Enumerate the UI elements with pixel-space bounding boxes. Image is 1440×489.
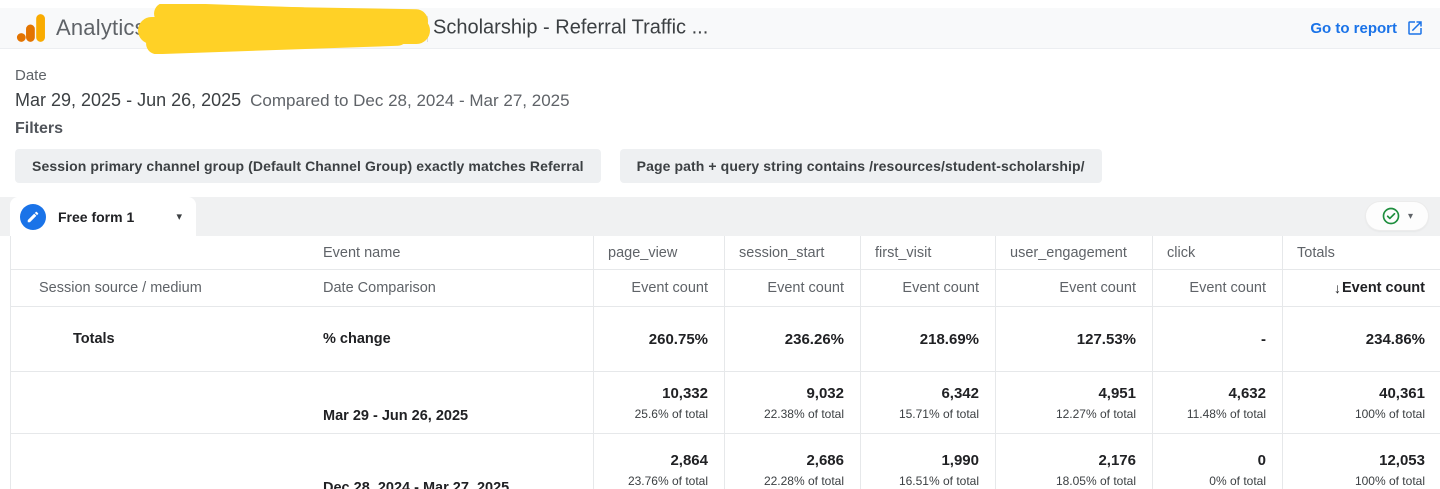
value-cell: 10,332 25.6% of total <box>593 371 724 433</box>
total-pct-first-visit: 218.69% <box>860 306 995 371</box>
sampling-status-button[interactable]: ▾ <box>1366 202 1428 230</box>
results-table: Event name page_view session_start first… <box>10 236 1440 489</box>
period-label-previous: Dec 28, 2024 - Mar 27, 2025 <box>311 433 593 489</box>
comparison-header: Date Comparison <box>311 269 593 306</box>
metric-header-first-visit[interactable]: Event count <box>860 269 995 306</box>
value-cell: 2,864 23.76% of total <box>593 433 724 489</box>
metric-header-totals-sorted[interactable]: ↓ Event count <box>1282 269 1440 306</box>
redaction-marker <box>138 4 430 54</box>
metric-header-click[interactable]: Event count <box>1152 269 1282 306</box>
percent-change-label: % change <box>311 306 593 371</box>
metric-header-page-view[interactable]: Event count <box>593 269 724 306</box>
date-range: Mar 29, 2025 - Jun 26, 2025 <box>15 90 242 110</box>
compare-range: Compared to Dec 28, 2024 - Mar 27, 2025 <box>250 91 570 110</box>
col-header-totals[interactable]: Totals <box>1282 236 1440 269</box>
date-label: Date <box>15 67 47 84</box>
chevron-down-icon[interactable]: ▾ <box>176 211 182 223</box>
date-line: Mar 29, 2025 - Jun 26, 2025 Compared to D… <box>15 88 1440 113</box>
row-dimension-header: Session source / medium <box>11 269 311 306</box>
go-to-report-label: Go to report <box>1310 19 1397 37</box>
value-cell: 2,176 18.05% of total <box>995 433 1152 489</box>
totals-row-label: Totals <box>11 306 311 371</box>
tab-label: Free form 1 <box>58 208 135 225</box>
sort-descending-icon: ↓ <box>1334 280 1342 296</box>
value-cell: 12,053 100% of total <box>1282 433 1440 489</box>
check-circle-icon <box>1382 207 1400 225</box>
edit-icon <box>20 203 46 230</box>
col-header-first-visit[interactable]: first_visit <box>860 236 995 269</box>
total-pct-session-start: 236.26% <box>724 306 860 371</box>
chevron-down-icon: ▾ <box>1407 210 1414 222</box>
metric-header-session-start[interactable]: Event count <box>724 269 860 306</box>
cell-empty <box>11 371 311 433</box>
tab-free-form-1[interactable]: Free form 1 ▾ <box>10 197 196 236</box>
col-header-session-start[interactable]: session_start <box>724 236 860 269</box>
google-analytics-logo[interactable] <box>16 13 46 43</box>
value-cell: 6,342 15.71% of total <box>860 371 995 433</box>
col-header-user-engagement[interactable]: user_engagement <box>995 236 1152 269</box>
exploration-tabbar: Free form 1 ▾ ▾ <box>0 197 1440 236</box>
open-in-new-icon <box>1408 21 1422 35</box>
value-cell: 40,361 100% of total <box>1282 371 1440 433</box>
period-label-current: Mar 29 - Jun 26, 2025 <box>311 371 593 433</box>
cell-empty <box>11 433 311 489</box>
value-cell: 2,686 22.28% of total <box>724 433 860 489</box>
value-cell: 4,632 11.48% of total <box>1152 371 1282 433</box>
value-cell: 4,951 12.27% of total <box>995 371 1152 433</box>
go-to-report-link[interactable]: Go to report <box>1310 19 1424 37</box>
app-header: Analytics Scholarship - Referral Traffic… <box>0 4 1440 54</box>
filter-chip-channel-group[interactable]: Session primary channel group (Default C… <box>15 149 601 183</box>
value-cell: 9,032 22.38% of total <box>724 371 860 433</box>
settings-summary: Date Mar 29, 2025 - Jun 26, 2025 Compared… <box>0 49 1440 183</box>
report-title: Scholarship - Referral Traffic ... <box>433 16 709 39</box>
filter-chip-page-path[interactable]: Page path + query string contains /resou… <box>619 149 1102 183</box>
app-name: Analytics <box>56 15 146 40</box>
total-pct-click: - <box>1152 306 1282 371</box>
filter-chips: Session primary channel group (Default C… <box>15 149 1440 183</box>
col-header-page-view[interactable]: page_view <box>593 236 724 269</box>
col-header-click[interactable]: click <box>1152 236 1282 269</box>
total-pct-totals: 234.86% <box>1282 306 1440 371</box>
total-pct-page-view: 260.75% <box>593 306 724 371</box>
ga-exploration-page: Analytics Scholarship - Referral Traffic… <box>0 4 1440 489</box>
total-pct-user-engagement: 127.53% <box>995 306 1152 371</box>
cell-empty <box>11 236 311 269</box>
metric-header-user-engagement[interactable]: Event count <box>995 269 1152 306</box>
value-cell: 0 0% of total <box>1152 433 1282 489</box>
column-dimension-header: Event name <box>323 244 401 261</box>
value-cell: 1,990 16.51% of total <box>860 433 995 489</box>
filters-label: Filters <box>15 120 64 137</box>
